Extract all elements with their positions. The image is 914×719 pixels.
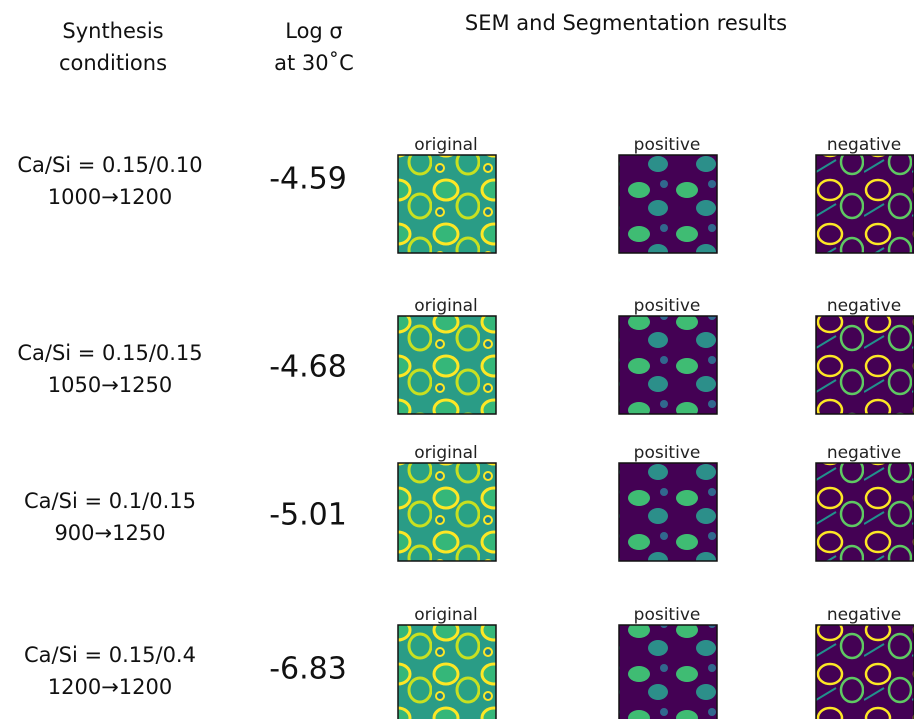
panel-label: negative xyxy=(827,135,901,155)
sem-image xyxy=(619,625,717,719)
panel-label: original xyxy=(414,443,478,463)
sem-image xyxy=(619,316,717,414)
header-log-sigma: Log σ xyxy=(285,19,343,43)
sem-image xyxy=(816,316,914,414)
header-conditions: Synthesis xyxy=(62,19,163,43)
ratio: Ca/Si = 0.1/0.15 xyxy=(24,489,196,513)
sem-image xyxy=(398,625,496,719)
ratio: Ca/Si = 0.15/0.4 xyxy=(24,643,196,667)
ratio: Ca/Si = 0.15/0.15 xyxy=(17,341,202,365)
temps: 1200→1200 xyxy=(48,675,172,699)
sem-image xyxy=(816,463,914,561)
sem-image xyxy=(816,625,914,719)
sem-image xyxy=(816,155,914,253)
page: Synthesis conditions Log σ at 30˚C SEM a… xyxy=(0,0,914,719)
panel-label: original xyxy=(414,296,478,316)
log-sigma: -4.59 xyxy=(269,162,347,197)
panel-label: negative xyxy=(827,296,901,316)
temps: 1050→1250 xyxy=(48,373,172,397)
log-sigma: -4.68 xyxy=(269,350,347,385)
header-log-sigma: at 30˚C xyxy=(274,51,354,75)
temps: 1000→1200 xyxy=(48,185,172,209)
ratio: Ca/Si = 0.15/0.10 xyxy=(17,153,202,177)
sem-image xyxy=(398,155,496,253)
panel-label: positive xyxy=(634,135,701,155)
panel-label: positive xyxy=(634,443,701,463)
log-sigma: -5.01 xyxy=(269,498,347,533)
sem-image xyxy=(398,316,496,414)
sem-image xyxy=(619,463,717,561)
header-sem: SEM and Segmentation results xyxy=(465,11,787,35)
temps: 900→1250 xyxy=(54,521,165,545)
panel-label: positive xyxy=(634,605,701,625)
panel-label: negative xyxy=(827,443,901,463)
panel-label: negative xyxy=(827,605,901,625)
sem-image xyxy=(398,463,496,561)
log-sigma: -6.83 xyxy=(269,652,347,687)
figure: Synthesis conditions Log σ at 30˚C SEM a… xyxy=(0,0,914,719)
panel-label: original xyxy=(414,605,478,625)
header-conditions: conditions xyxy=(59,51,167,75)
sem-image xyxy=(619,155,717,253)
panel-label: positive xyxy=(634,296,701,316)
panel-label: original xyxy=(414,135,478,155)
